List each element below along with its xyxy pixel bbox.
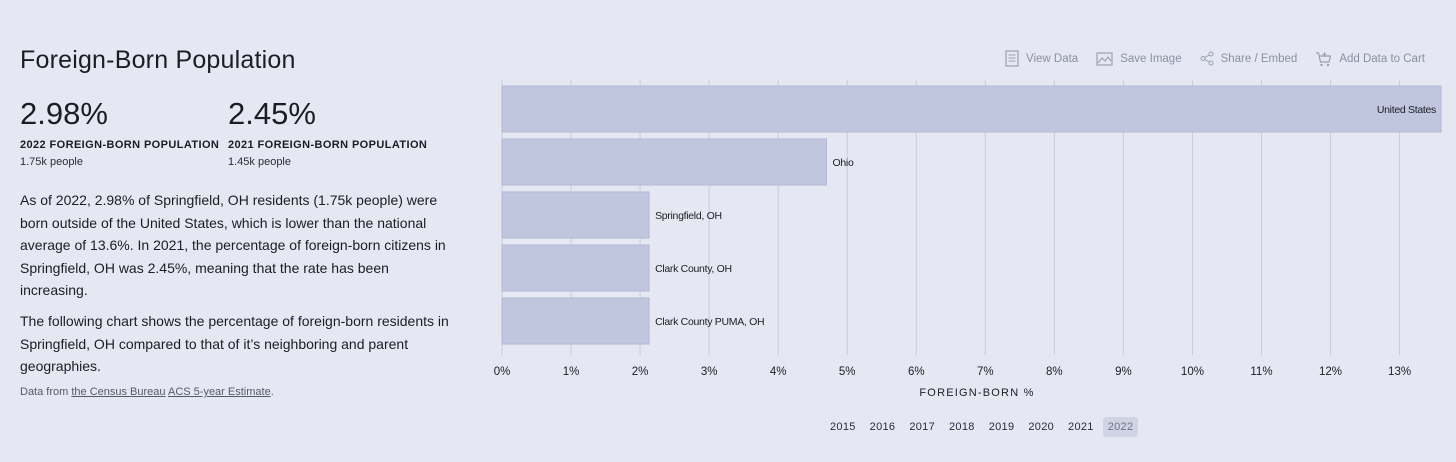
year-option-2022[interactable]: 2022 — [1102, 417, 1139, 437]
bar-chart: United States Ohio Springfield, OH Clark Co… — [494, 80, 1442, 399]
bar-springfield-oh[interactable] — [501, 191, 650, 239]
bar-clark-county-puma-oh[interactable] — [501, 297, 650, 345]
stat-2022: 2.98% 2022 FOREIGN-BORN POPULATION 1.75k… — [20, 98, 219, 168]
cart-icon — [1316, 51, 1332, 66]
save-image-label: Save Image — [1120, 52, 1182, 65]
census-bureau-link[interactable]: the Census Bureau — [71, 386, 166, 398]
x-tick-label: 12% — [1319, 366, 1342, 378]
chart-toolbar: View Data Save Image Share / Embed Add D… — [1005, 50, 1443, 67]
add-to-cart-label: Add Data to Cart — [1339, 52, 1425, 65]
share-embed-button[interactable]: Share / Embed — [1200, 50, 1298, 67]
document-icon — [1005, 50, 1019, 67]
source-prefix: Data from — [20, 386, 72, 398]
bar-label: Ohio — [833, 157, 854, 169]
stat-value: 2.98% — [20, 96, 108, 131]
x-tick-label: 7% — [977, 366, 994, 378]
year-option-2021[interactable]: 2021 — [1068, 421, 1094, 433]
x-tick-label: 11% — [1250, 366, 1272, 378]
year-option-2020[interactable]: 2020 — [1028, 421, 1055, 433]
x-tick-label: 6% — [908, 366, 925, 378]
chart-intro-paragraph: The following chart shows the percentage… — [20, 313, 449, 374]
page-title: Foreign-Born Population — [20, 46, 296, 74]
year-selector: 2015 2016 2017 2018 2019 2020 2021 2022 — [825, 417, 1142, 437]
x-tick-label: 3% — [701, 366, 718, 378]
view-data-label: View Data — [1026, 52, 1079, 65]
data-source: Data from the Census Bureau ACS 5-year E… — [20, 386, 274, 398]
stat-label: 2021 FOREIGN-BORN POPULATION — [228, 139, 428, 151]
share-icon — [1200, 51, 1214, 66]
bar-label: Springfield, OH — [655, 210, 722, 222]
x-axis-label: FOREIGN-BORN % — [919, 387, 1034, 399]
x-tick-label: 0% — [494, 366, 511, 378]
x-tick-label: 1% — [563, 366, 580, 378]
description-paragraph: As of 2022, 2.98% of Springfield, OH res… — [20, 192, 446, 298]
view-data-button[interactable]: View Data — [1005, 50, 1078, 67]
stat-2021: 2.45% 2021 FOREIGN-BORN POPULATION 1.45k… — [228, 98, 427, 168]
bar-ohio[interactable] — [501, 138, 828, 186]
image-icon — [1096, 51, 1113, 66]
stat-sub: 1.75k people — [20, 156, 83, 168]
bar-united-states[interactable] — [501, 85, 1442, 133]
acs-estimate-link[interactable]: ACS 5-year Estimate — [167, 386, 271, 398]
share-embed-label: Share / Embed — [1220, 52, 1298, 65]
source-suffix: . — [270, 386, 274, 398]
year-option-2016[interactable]: 2016 — [869, 421, 896, 433]
year-option-2015[interactable]: 2015 — [830, 421, 856, 433]
x-tick-label: 5% — [839, 366, 856, 378]
year-option-2018[interactable]: 2018 — [949, 421, 975, 433]
x-tick-label: 2% — [632, 366, 649, 378]
bar-label: Clark County, OH — [655, 263, 732, 275]
stat-value: 2.45% — [228, 96, 316, 131]
year-option-2019[interactable]: 2019 — [988, 421, 1015, 433]
save-image-button[interactable]: Save Image — [1096, 50, 1182, 67]
x-tick-label: 9% — [1115, 366, 1132, 378]
x-tick-label: 8% — [1046, 366, 1063, 378]
x-tick-label: 13% — [1388, 366, 1411, 378]
x-tick-label: 4% — [770, 366, 787, 378]
stat-label: 2022 FOREIGN-BORN POPULATION — [20, 139, 220, 151]
bar-clark-county-oh[interactable] — [501, 244, 650, 292]
bar-label: Clark County PUMA, OH — [655, 316, 764, 328]
year-option-2017[interactable]: 2017 — [909, 421, 936, 433]
x-tick-label: 10% — [1181, 366, 1204, 378]
bar-label: United States — [1377, 104, 1436, 116]
stat-sub: 1.45k people — [228, 156, 291, 168]
add-to-cart-button[interactable]: Add Data to Cart — [1315, 50, 1425, 67]
